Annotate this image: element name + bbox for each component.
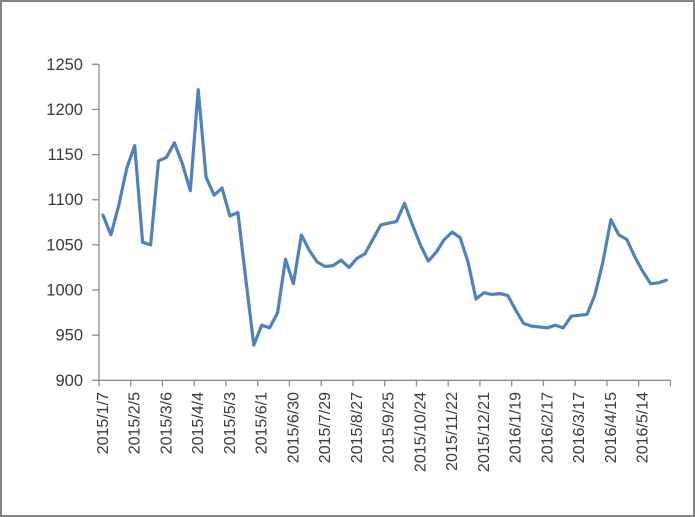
- data-series-line: [101, 87, 669, 347]
- y-axis-tick-label: 1100: [48, 191, 83, 209]
- x-axis-tick-label: 2015/2/5: [127, 392, 144, 454]
- y-axis-tick-label: 1150: [48, 146, 83, 164]
- x-axis-tick-label: 2015/5/3: [222, 392, 239, 454]
- y-axis-tick-label: 1200: [46, 101, 83, 119]
- x-axis-tick-label: 2015/3/6: [158, 392, 175, 454]
- x-axis-tick-label: 2015/6/30: [285, 392, 302, 463]
- y-axis-tick-label: 1050: [46, 236, 83, 254]
- x-axis-tick-label: 2016/5/14: [635, 392, 652, 463]
- y-axis-tick-label: 950: [55, 327, 83, 345]
- y-axis-tick-label: 1000: [46, 282, 83, 300]
- x-axis-tick-label: 2015/11/22: [444, 392, 461, 471]
- y-axis-tick-label: 1250: [46, 56, 83, 74]
- x-axis-tick-label: 2016/4/15: [603, 392, 620, 463]
- x-axis-tick-label: 2015/6/1: [254, 392, 271, 454]
- x-axis-tick-label: 2016/3/17: [571, 392, 588, 463]
- x-axis-tick-label: 2015/7/29: [317, 392, 334, 463]
- y-axis-tick-label: 900: [55, 372, 83, 390]
- x-axis-tick-label: 2015/9/25: [381, 392, 398, 463]
- x-axis-tick-label: 2016/2/17: [539, 392, 556, 463]
- x-axis-tick-label: 2015/12/21: [476, 392, 493, 472]
- x-axis-tick-label: 2015/4/4: [190, 392, 207, 454]
- x-axis-tick-label: 2015/8/27: [349, 392, 366, 463]
- x-axis-tick-label: 2016/1/19: [508, 392, 525, 463]
- x-axis-tick-label: 2015/1/7: [95, 392, 112, 454]
- axis-lines: [98, 64, 671, 381]
- x-axis-tick-label: 2015/10/24: [412, 392, 429, 472]
